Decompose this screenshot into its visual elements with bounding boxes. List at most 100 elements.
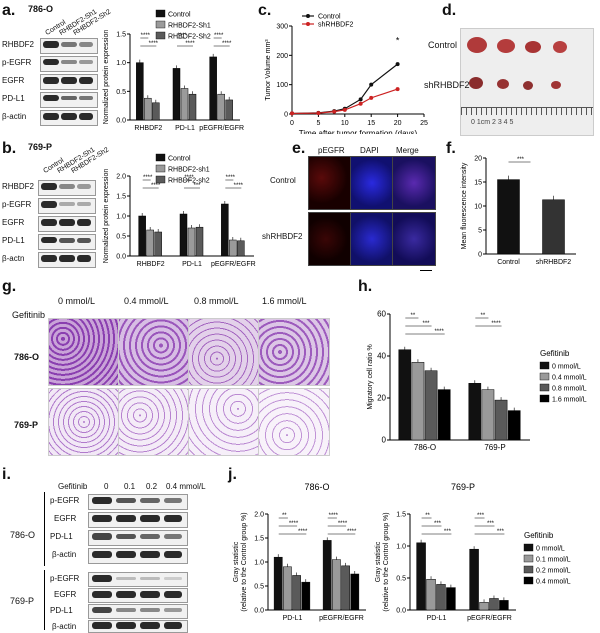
y-axis-label: Gray statistic: [233, 541, 240, 582]
legend-swatch: [155, 175, 166, 184]
legend-swatch: [155, 9, 166, 18]
bar: [332, 559, 341, 611]
x-tick-label: pEGFR/EGFR: [211, 261, 256, 268]
bar: [469, 548, 479, 611]
sig-label: ***: [497, 529, 505, 535]
sig-label: ****: [298, 529, 308, 535]
blot-i-r8: β-actin: [52, 622, 77, 631]
bar: [283, 566, 292, 611]
panel-label-f: f.: [446, 140, 456, 157]
legend-marker: [306, 14, 310, 18]
sig-label: ****: [289, 521, 299, 527]
blot-b-row-3: EGFR: [2, 218, 25, 227]
panel-label-c: c.: [258, 2, 272, 19]
bar: [187, 227, 196, 257]
blot-a-cell-line: 786-O: [28, 4, 54, 14]
migration-row-769: 769-P: [14, 420, 39, 430]
sig-label: **: [411, 313, 416, 319]
bar: [411, 362, 425, 441]
legend-title: Gefitinib: [540, 349, 570, 358]
y-tick-label: 1.5: [254, 536, 264, 543]
blot-i-r2: EGFR: [54, 514, 77, 523]
panel-label-h: h.: [358, 278, 373, 295]
legend-swatch: [539, 394, 550, 403]
legend-swatch: [523, 554, 534, 563]
panel-label-a: a.: [2, 2, 16, 19]
y-tick-label: 40: [377, 352, 386, 361]
panel-label-g: g.: [2, 278, 17, 295]
tumor-row-sh: shRHBDF2: [424, 80, 470, 90]
x-tick-label: 0: [290, 120, 294, 127]
bar: [144, 97, 152, 121]
bar: [273, 556, 283, 611]
blot-i-dose-4: 0.4 mmol/L: [166, 482, 206, 491]
if-col-dapi: DAPI: [360, 146, 379, 155]
y-tick-label: 2.0: [116, 174, 126, 181]
y-tick-label: 20: [377, 394, 386, 403]
x-tick-label: Control: [497, 259, 520, 266]
y-tick-label: 1.0: [396, 544, 406, 551]
legend-label: RHBDF2-sh1: [168, 167, 210, 174]
panel-label-d: d.: [442, 2, 457, 19]
chart-title: 786-O: [304, 482, 329, 492]
y-tick-label: 20: [474, 156, 482, 163]
x-tick-label: 20: [394, 120, 402, 127]
legend-label: RHBDF2-sh2: [168, 178, 210, 185]
bar: [499, 600, 509, 611]
y-tick-label: 1.0: [116, 214, 126, 221]
sig-label: ****: [329, 513, 339, 519]
bar: [436, 584, 446, 611]
bar: [446, 587, 456, 611]
legend-swatch: [155, 164, 166, 173]
bar: [209, 56, 217, 121]
y-tick-label: 200: [276, 53, 288, 60]
sig-label: ****: [434, 329, 444, 335]
data-point: [316, 111, 321, 116]
sig-label: ****: [491, 321, 501, 327]
blot-a-row-2: p-EGFR: [2, 58, 32, 67]
legend-swatch: [523, 565, 534, 574]
data-point: [342, 107, 347, 112]
bar: [497, 179, 520, 255]
legend-title: Gefitinib: [524, 531, 554, 540]
tumor-row-control: Control: [428, 40, 458, 50]
legend-swatch: [155, 153, 166, 162]
sig-label: ***: [434, 521, 442, 527]
bar: [229, 239, 237, 257]
data-point: [395, 87, 400, 92]
y-tick-label: 0.0: [116, 254, 126, 261]
bar: [424, 370, 438, 441]
x-tick-label: pEGFR/EGFR: [199, 125, 244, 132]
y-tick-label: 0.5: [116, 89, 126, 96]
bar: [152, 102, 160, 121]
y-tick-label: 0.5: [116, 234, 126, 241]
legend-swatch: [539, 383, 550, 392]
bar: [542, 199, 565, 255]
data-point: [358, 97, 363, 102]
blot-i-r4: β-actin: [52, 550, 77, 559]
y-axis-label: Migratory cell ratio %: [367, 344, 374, 409]
y-tick-label: 0: [382, 436, 387, 445]
bar: [146, 229, 154, 257]
sig-label: ***: [193, 183, 201, 189]
x-tick-label: RHBDF2: [137, 261, 165, 268]
legend-label: 0.4 mmol/L: [552, 375, 587, 382]
sig-label: ***: [422, 321, 430, 327]
blot-b-row-2: p-EGFR: [2, 200, 32, 209]
bar: [217, 93, 225, 121]
chart-j2: 0.0 0.5 1.0 1.5 PD-L1 pEGFR/EGFR Gray statisti…: [375, 482, 571, 622]
bar: [154, 231, 162, 257]
blot-a-row-3: EGFR: [2, 76, 25, 85]
chart-a: 0.0 0.5 1.0 1.5 RHBDF2 PD-L1 pEGFR/EGFR Normali…: [103, 9, 244, 132]
tumor-photo: 0 1cm 2 3 4 5: [460, 28, 594, 136]
chart-title: 769-P: [451, 482, 475, 492]
data-point: [395, 62, 400, 67]
migration-dose-3: 0.8 mmol/L: [194, 296, 239, 306]
if-col-pegfr: pEGFR: [318, 146, 345, 155]
blot-i-r1: p-EGFR: [50, 496, 80, 505]
legend-label: 0 mmol/L: [536, 546, 565, 553]
sig-label: ****: [338, 521, 348, 527]
panel-label-j: j.: [228, 466, 237, 483]
panel-label-i: i.: [2, 466, 11, 483]
blot-b-row-1: RHBDF2: [2, 182, 35, 191]
